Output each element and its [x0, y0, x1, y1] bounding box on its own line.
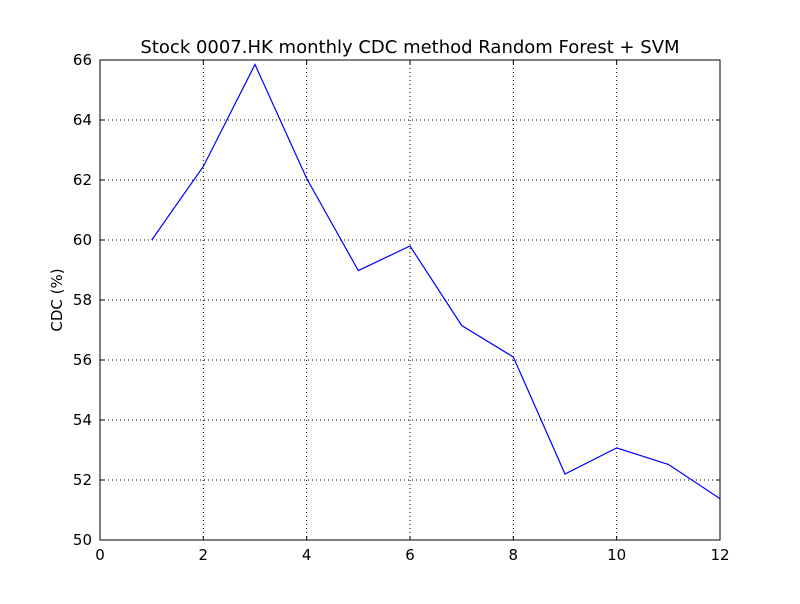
grid-lines	[100, 60, 720, 540]
x-tick-label: 6	[405, 546, 415, 564]
chart-title: Stock 0007.HK monthly CDC method Random …	[140, 37, 679, 58]
y-tick-label: 60	[73, 231, 92, 249]
series-lines	[151, 63, 721, 500]
y-tick-label: 64	[73, 111, 92, 129]
y-tick-label: 54	[73, 411, 92, 429]
y-tick-label: 56	[73, 351, 92, 369]
x-tick-label: 4	[302, 546, 312, 564]
y-tick-label: 50	[73, 531, 92, 549]
plot-frame	[99, 59, 721, 541]
x-tick-label: 0	[95, 546, 105, 564]
y-tick-label: 52	[73, 471, 92, 489]
y-tick-label: 66	[73, 51, 92, 69]
axis-ticks: 0 2 4 6 8 10 12 50 52 54 56 58 60 62 64 66	[73, 51, 730, 564]
x-tick-label: 12	[710, 546, 729, 564]
y-tick-label: 58	[73, 291, 92, 309]
y-axis-label: CDC (%)	[48, 268, 66, 331]
x-tick-label: 8	[509, 546, 519, 564]
series-line	[151, 63, 721, 500]
x-tick-label: 10	[607, 546, 626, 564]
x-tick-label: 2	[199, 546, 209, 564]
y-tick-label: 62	[73, 171, 92, 189]
